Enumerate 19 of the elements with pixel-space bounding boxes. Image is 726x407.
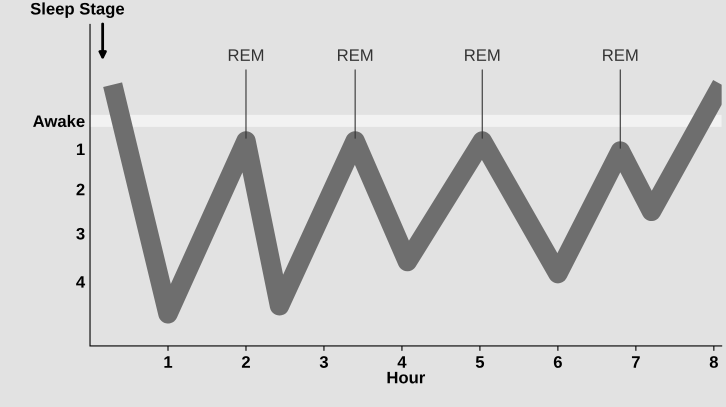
y-tick-label: 2	[76, 184, 84, 196]
annotation: REM	[338, 49, 372, 61]
x-tick-label: 4	[398, 356, 406, 368]
x-tick-label: 7	[632, 356, 640, 368]
x-tick-label: 5	[476, 356, 484, 368]
x-tick-label: 3	[320, 356, 328, 368]
y-tick-label: 3	[76, 228, 85, 240]
y-tick-label: Awake	[33, 114, 85, 128]
y-tick-label: 4	[76, 276, 86, 288]
x-tick-label: 1	[164, 356, 172, 368]
y-tick-label: 1	[76, 144, 85, 156]
y-axis-title: Sleep Stage	[30, 2, 124, 18]
annotation: REM	[228, 49, 264, 61]
x-axis-title: Hour	[388, 372, 426, 384]
annotation: REM	[603, 49, 638, 61]
x-tick-label: 6	[554, 356, 562, 368]
annotation: REM	[465, 49, 500, 61]
x-tick-label: 8	[710, 356, 718, 368]
x-tick-label: 2	[242, 356, 250, 368]
